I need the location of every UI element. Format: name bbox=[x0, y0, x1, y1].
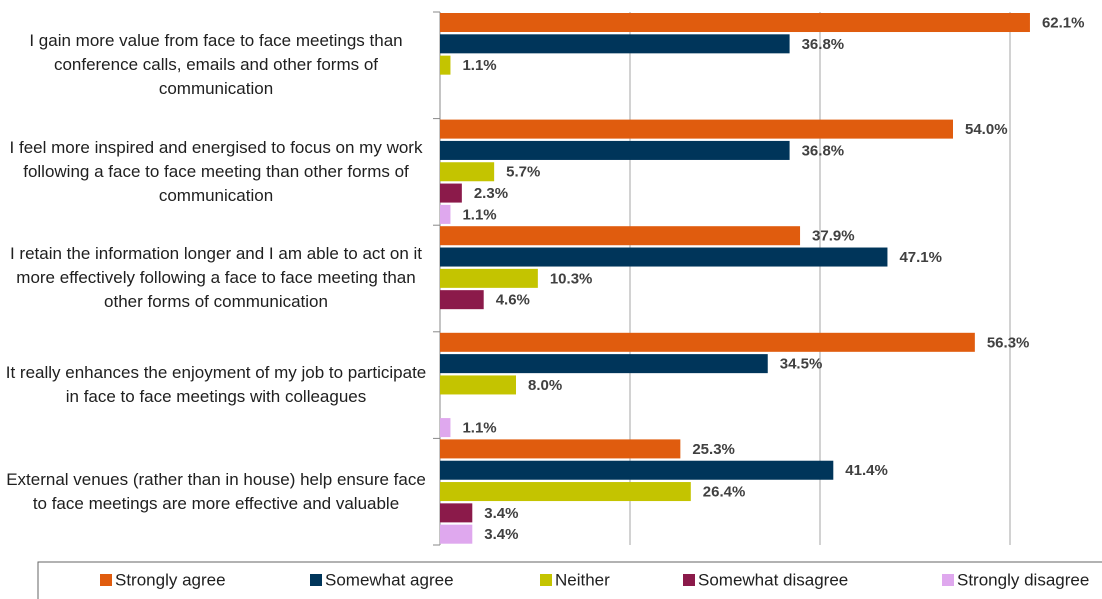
bar bbox=[440, 119, 953, 139]
value-label: 4.6% bbox=[496, 292, 530, 309]
bar bbox=[440, 503, 473, 523]
value-label: 1.1% bbox=[462, 206, 496, 223]
bar bbox=[440, 13, 1030, 33]
bar bbox=[440, 140, 790, 160]
value-label: 41.4% bbox=[845, 462, 888, 479]
bar bbox=[440, 268, 538, 288]
bar bbox=[440, 524, 473, 544]
value-label: 26.4% bbox=[703, 484, 746, 501]
bar bbox=[440, 482, 691, 502]
value-label: 47.1% bbox=[899, 249, 942, 266]
value-label: 25.3% bbox=[692, 441, 735, 458]
legend-label: Neither bbox=[555, 570, 610, 589]
value-label: 1.1% bbox=[462, 57, 496, 74]
value-label: 37.9% bbox=[812, 228, 855, 245]
category-label: It really enhances the enjoyment of my j… bbox=[5, 363, 427, 407]
category-label: I gain more value from face to face meet… bbox=[29, 31, 403, 99]
category-label: I retain the information longer and I am… bbox=[9, 244, 423, 312]
legend-label: Somewhat agree bbox=[325, 570, 454, 589]
bar bbox=[440, 247, 888, 267]
value-label: 54.0% bbox=[965, 121, 1008, 138]
value-label: 56.3% bbox=[987, 334, 1030, 351]
value-label: 62.1% bbox=[1042, 14, 1085, 31]
value-label: 10.3% bbox=[550, 270, 593, 287]
value-label: 36.8% bbox=[802, 36, 845, 53]
bar bbox=[440, 34, 790, 54]
legend-label: Somewhat disagree bbox=[698, 570, 848, 589]
bar bbox=[440, 183, 462, 203]
legend-swatch bbox=[683, 574, 695, 586]
legend-box bbox=[37, 561, 1102, 599]
legend-label: Strongly agree bbox=[115, 570, 226, 589]
category-label: I feel more inspired and energised to fo… bbox=[9, 137, 423, 205]
value-label: 2.3% bbox=[474, 185, 508, 202]
bar bbox=[440, 418, 451, 438]
legend-swatch bbox=[100, 574, 112, 586]
bar bbox=[440, 460, 834, 480]
bar bbox=[440, 439, 681, 459]
value-label: 3.4% bbox=[484, 526, 518, 543]
value-label: 3.4% bbox=[484, 505, 518, 522]
bar bbox=[440, 204, 451, 224]
bar bbox=[440, 162, 495, 182]
legend-swatch bbox=[310, 574, 322, 586]
bar bbox=[440, 354, 768, 374]
category-label: External venues (rather than in house) h… bbox=[6, 469, 426, 513]
bar bbox=[440, 226, 801, 246]
legend-swatch bbox=[540, 574, 552, 586]
value-label: 8.0% bbox=[528, 377, 562, 394]
bar bbox=[440, 375, 516, 395]
value-label: 5.7% bbox=[506, 164, 540, 181]
bar bbox=[440, 290, 484, 310]
value-label: 36.8% bbox=[802, 142, 845, 159]
legend-label: Strongly disagree bbox=[957, 570, 1089, 589]
value-label: 1.1% bbox=[462, 420, 496, 437]
value-label: 34.5% bbox=[780, 356, 823, 373]
legend-swatch bbox=[942, 574, 954, 586]
bar bbox=[440, 55, 451, 75]
bar bbox=[440, 332, 975, 352]
